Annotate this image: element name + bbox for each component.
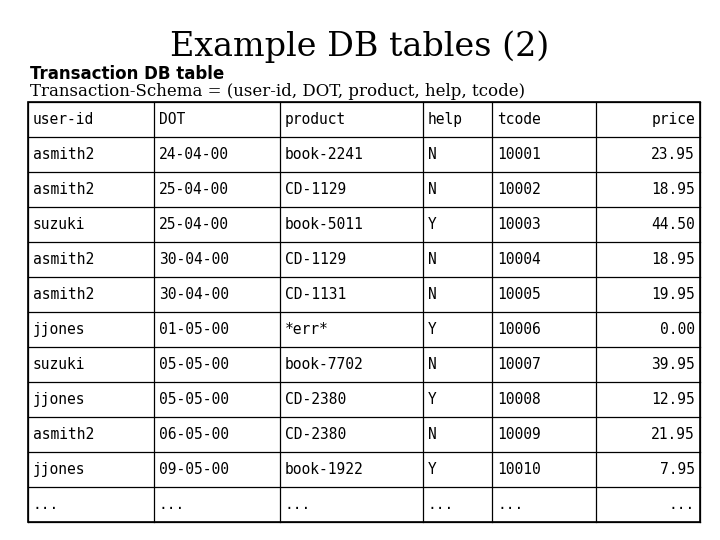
Text: 05-05-00: 05-05-00	[159, 357, 229, 372]
Text: CD-1129: CD-1129	[285, 182, 346, 197]
Text: jjones: jjones	[33, 392, 86, 407]
Text: asmith2: asmith2	[33, 252, 94, 267]
Text: Y: Y	[428, 217, 436, 232]
Text: 10001: 10001	[498, 147, 541, 162]
Text: 21.95: 21.95	[652, 427, 695, 442]
Text: Y: Y	[428, 392, 436, 407]
Text: 0.00: 0.00	[660, 322, 695, 337]
Text: price: price	[652, 112, 695, 127]
Text: 10008: 10008	[498, 392, 541, 407]
Text: asmith2: asmith2	[33, 147, 94, 162]
Text: book-2241: book-2241	[285, 147, 364, 162]
Text: 10004: 10004	[498, 252, 541, 267]
Text: jjones: jjones	[33, 462, 86, 477]
Text: 24-04-00: 24-04-00	[159, 147, 229, 162]
Text: asmith2: asmith2	[33, 287, 94, 302]
Text: N: N	[428, 252, 436, 267]
Text: user-id: user-id	[33, 112, 94, 127]
Text: ...: ...	[33, 497, 59, 512]
Text: 10006: 10006	[498, 322, 541, 337]
Text: ...: ...	[285, 497, 311, 512]
Text: Example DB tables (2): Example DB tables (2)	[171, 30, 549, 63]
Text: 01-05-00: 01-05-00	[159, 322, 229, 337]
Text: 39.95: 39.95	[652, 357, 695, 372]
Text: N: N	[428, 427, 436, 442]
Text: suzuki: suzuki	[33, 217, 86, 232]
Text: 06-05-00: 06-05-00	[159, 427, 229, 442]
Text: asmith2: asmith2	[33, 427, 94, 442]
Text: Transaction DB table: Transaction DB table	[30, 65, 224, 83]
Text: CD-1131: CD-1131	[285, 287, 346, 302]
Text: 30-04-00: 30-04-00	[159, 252, 229, 267]
Text: Y: Y	[428, 322, 436, 337]
Text: 10005: 10005	[498, 287, 541, 302]
Text: 23.95: 23.95	[652, 147, 695, 162]
Text: help: help	[428, 112, 463, 127]
Text: 30-04-00: 30-04-00	[159, 287, 229, 302]
Text: N: N	[428, 287, 436, 302]
Text: jjones: jjones	[33, 322, 86, 337]
Text: ...: ...	[498, 497, 523, 512]
Text: ...: ...	[428, 497, 454, 512]
Text: product: product	[285, 112, 346, 127]
Text: N: N	[428, 147, 436, 162]
Text: asmith2: asmith2	[33, 182, 94, 197]
Text: 10003: 10003	[498, 217, 541, 232]
Text: Y: Y	[428, 462, 436, 477]
Text: 10010: 10010	[498, 462, 541, 477]
Text: 09-05-00: 09-05-00	[159, 462, 229, 477]
Text: 19.95: 19.95	[652, 287, 695, 302]
Text: 18.95: 18.95	[652, 252, 695, 267]
Text: ...: ...	[159, 497, 185, 512]
Text: CD-2380: CD-2380	[285, 392, 346, 407]
Text: 12.95: 12.95	[652, 392, 695, 407]
Text: CD-1129: CD-1129	[285, 252, 346, 267]
Text: 25-04-00: 25-04-00	[159, 217, 229, 232]
Text: suzuki: suzuki	[33, 357, 86, 372]
Text: CD-2380: CD-2380	[285, 427, 346, 442]
Text: book-1922: book-1922	[285, 462, 364, 477]
Text: 10009: 10009	[498, 427, 541, 442]
Text: book-7702: book-7702	[285, 357, 364, 372]
Text: 10007: 10007	[498, 357, 541, 372]
Text: 7.95: 7.95	[660, 462, 695, 477]
Text: Transaction-Schema = (user-id, DOT, product, help, tcode): Transaction-Schema = (user-id, DOT, prod…	[30, 83, 525, 100]
Text: 44.50: 44.50	[652, 217, 695, 232]
Text: N: N	[428, 182, 436, 197]
Text: ...: ...	[669, 497, 695, 512]
Text: 25-04-00: 25-04-00	[159, 182, 229, 197]
Text: DOT: DOT	[159, 112, 185, 127]
Text: *err*: *err*	[285, 322, 328, 337]
Text: 10002: 10002	[498, 182, 541, 197]
Text: 05-05-00: 05-05-00	[159, 392, 229, 407]
Bar	[28, 102, 700, 522]
Text: book-5011: book-5011	[285, 217, 364, 232]
Text: N: N	[428, 357, 436, 372]
Text: tcode: tcode	[498, 112, 541, 127]
Text: 18.95: 18.95	[652, 182, 695, 197]
